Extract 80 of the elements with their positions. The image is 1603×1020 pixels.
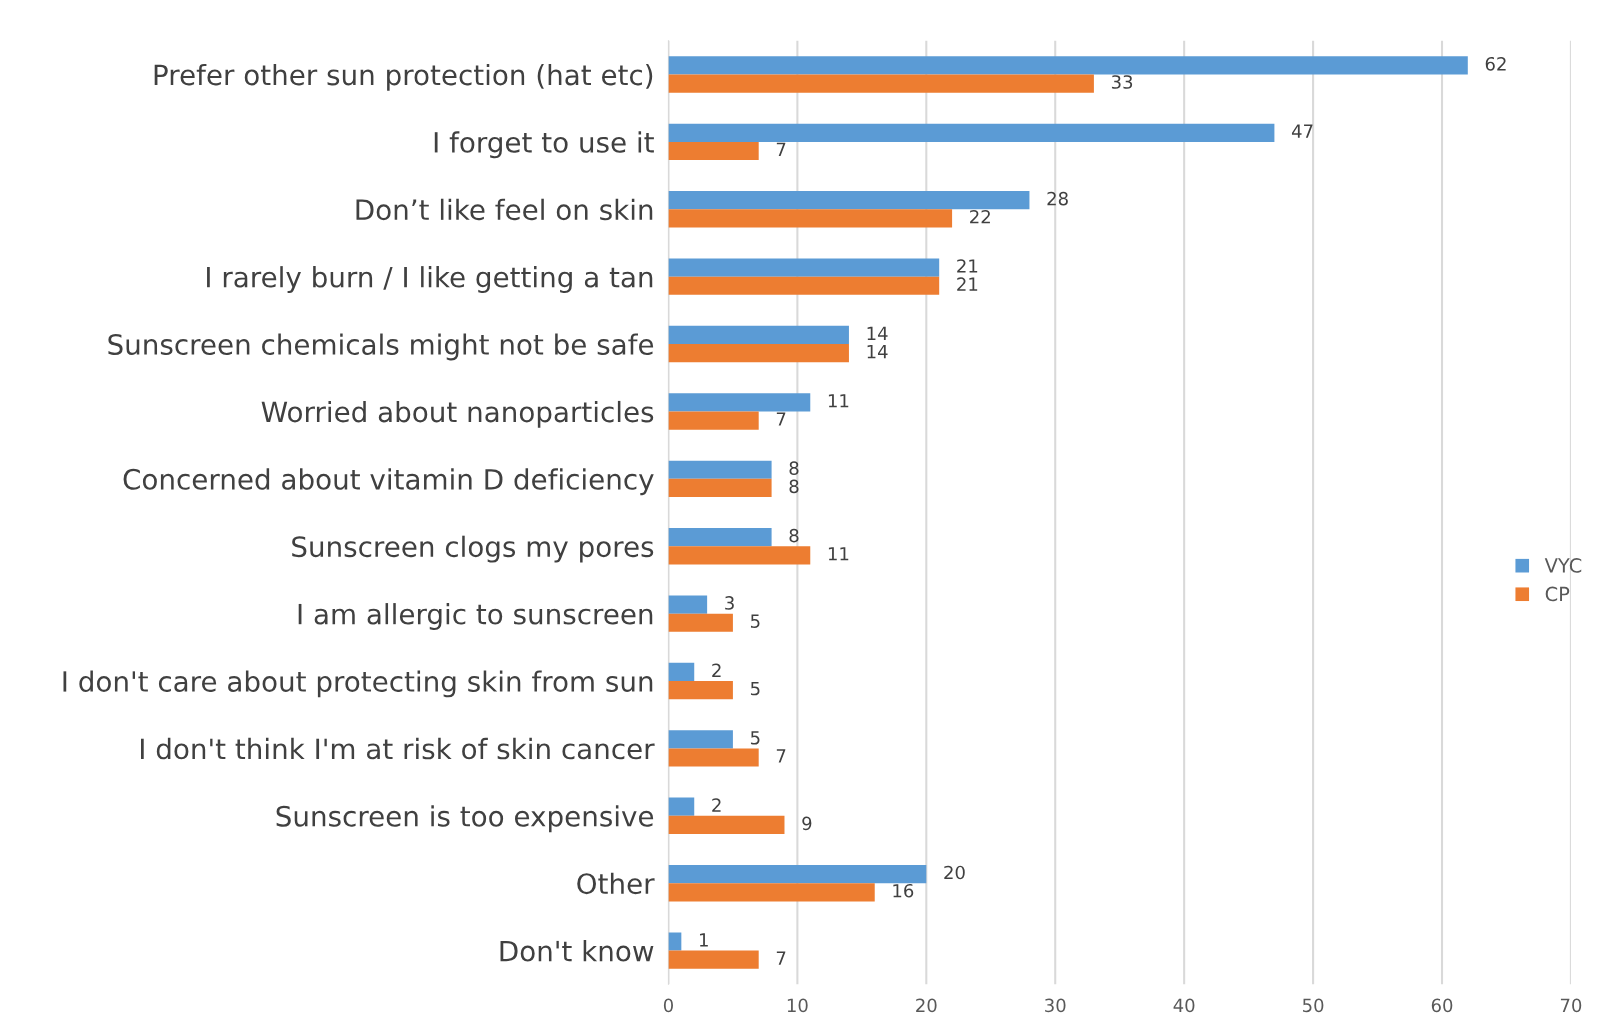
legend-label: VYC	[1544, 558, 1582, 573]
y-tick-label: Don’t like feel on skin	[356, 198, 653, 221]
bar	[668, 478, 772, 498]
bar	[668, 276, 940, 295]
data-label: 14	[867, 344, 888, 359]
y-tick-label: Worried about nanoparticles	[261, 400, 654, 428]
data-label: 7	[776, 412, 786, 426]
bar	[668, 595, 708, 614]
data-label: 3	[725, 596, 734, 610]
data-label: 62	[1485, 56, 1506, 71]
data-label: 16	[893, 883, 914, 898]
y-tick-label: Concerned about vitamin D deficiency	[123, 468, 654, 496]
bar	[668, 344, 849, 363]
data-label: 11	[828, 394, 849, 408]
y-tick-label: Sunscreen chemicals might not be safe	[108, 333, 654, 361]
y-tick-label: I forget to use it	[434, 131, 654, 159]
bar	[668, 883, 875, 902]
data-label: 14	[867, 326, 888, 340]
bar	[668, 613, 733, 632]
bar	[668, 393, 811, 412]
x-tick-label: 10	[787, 998, 808, 1013]
bar	[668, 546, 811, 565]
data-label: 7	[776, 749, 786, 763]
bar	[668, 950, 759, 969]
bar	[668, 258, 940, 277]
data-label: 2	[712, 663, 721, 677]
bar	[668, 865, 927, 884]
y-tick-label: I don't care about protecting skin from sun	[63, 670, 653, 698]
bar	[668, 123, 1275, 142]
bar	[668, 56, 1468, 75]
y-tick-label: Prefer other sun protection (hat etc)	[154, 63, 653, 91]
x-tick-label: 0	[663, 998, 673, 1013]
bar	[668, 932, 682, 951]
bar	[668, 74, 1094, 93]
data-label: 28	[1047, 191, 1068, 206]
data-label: 22	[970, 209, 990, 224]
data-label: 21	[957, 259, 978, 273]
legend-label: CP	[1545, 586, 1570, 602]
y-tick-label: Don't know	[500, 940, 654, 962]
data-label: 7	[776, 142, 786, 156]
bar	[668, 797, 695, 816]
bar	[668, 460, 772, 479]
x-tick-label: 60	[1431, 998, 1453, 1013]
bar	[668, 209, 953, 228]
data-label: 8	[789, 461, 799, 475]
data-label: 33	[1111, 75, 1133, 89]
data-label: 1	[699, 933, 708, 947]
bar	[668, 730, 733, 749]
data-label: 8	[789, 528, 799, 543]
bar	[668, 411, 759, 430]
data-label: 21	[957, 277, 978, 291]
data-label: 8	[789, 479, 799, 494]
x-tick-label: 50	[1302, 998, 1324, 1013]
x-tick-label: 20	[916, 998, 937, 1013]
bar	[668, 191, 1030, 210]
data-label: 7	[776, 951, 786, 965]
bar	[668, 815, 785, 835]
data-label: 5	[750, 614, 760, 628]
y-tick-label: Sunscreen clogs my pores	[292, 535, 654, 563]
data-label: 20	[944, 865, 965, 880]
bar	[668, 662, 695, 682]
bar	[668, 141, 759, 161]
bar	[668, 681, 733, 700]
data-label: 9	[802, 816, 812, 831]
bar	[668, 528, 772, 547]
data-label: 5	[750, 731, 760, 745]
x-tick-label: 30	[1045, 998, 1066, 1013]
y-tick-label: Sunscreen is too expensive	[276, 805, 654, 833]
y-tick-label: I don't think I'm at risk of skin cancer	[140, 737, 655, 760]
y-tick-label: Other	[577, 872, 655, 895]
x-tick-label: 70	[1560, 998, 1582, 1013]
data-label: 47	[1291, 124, 1313, 138]
data-label: 2	[712, 798, 721, 812]
data-label: 5	[750, 681, 760, 696]
bar	[668, 748, 759, 767]
x-tick-label: 40	[1173, 998, 1195, 1013]
y-tick-label: I am allergic to sunscreen	[298, 603, 653, 630]
y-tick-label: I rarely burn / I like getting a tan	[207, 266, 653, 294]
bar	[668, 325, 849, 345]
data-label: 11	[828, 547, 849, 561]
